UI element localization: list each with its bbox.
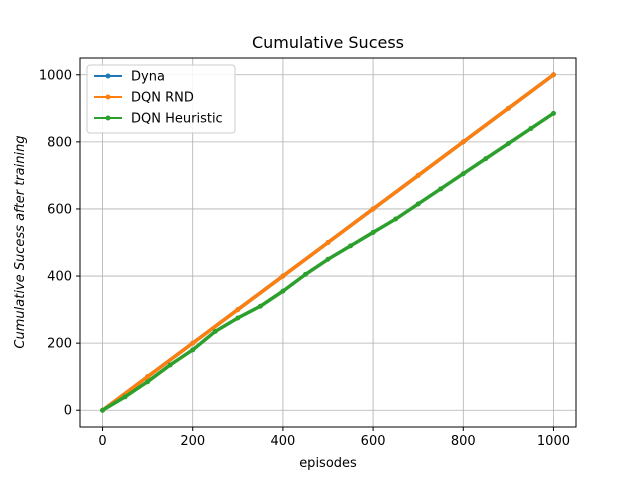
legend-item: Dyna <box>94 70 165 85</box>
data-point <box>550 110 556 116</box>
y-tick-label: 800 <box>47 135 72 150</box>
y-axis-ticks: 0 200 400 600 800 1000 <box>39 68 80 419</box>
data-point <box>145 379 151 385</box>
legend-item: DQN Heuristic <box>94 112 223 127</box>
y-tick-label: 400 <box>47 270 72 285</box>
legend-label: DQN RND <box>131 91 194 106</box>
y-axis-label: Cumulative Sucess after training <box>13 135 28 348</box>
data-point <box>280 288 286 294</box>
legend-label: Dyna <box>131 70 165 85</box>
chart-title: Cumulative Sucess <box>252 33 404 52</box>
y-tick-label: 1000 <box>39 68 72 83</box>
data-point <box>460 171 466 177</box>
legend-box <box>86 64 236 134</box>
legend: Dyna DQN RND DQN Heuristic <box>86 64 236 134</box>
data-point <box>460 139 466 145</box>
data-point <box>100 407 106 413</box>
x-tick-label: 200 <box>180 434 205 449</box>
legend-marker <box>105 94 111 100</box>
data-point <box>370 206 376 212</box>
x-axis-ticks: 0 200 400 600 800 1000 <box>98 427 570 449</box>
series-dqn-heuristic <box>100 110 556 413</box>
data-point <box>505 105 511 111</box>
legend-label: DQN Heuristic <box>131 112 223 127</box>
x-tick-label: 600 <box>361 434 386 449</box>
data-point <box>415 172 421 178</box>
data-point <box>302 271 308 277</box>
x-axis-label: episodes <box>299 456 357 471</box>
data-point <box>167 362 173 368</box>
data-point <box>393 216 399 222</box>
data-point <box>325 240 331 245</box>
x-tick-label: 800 <box>451 434 476 449</box>
legend-marker <box>105 73 111 79</box>
data-point <box>505 141 511 147</box>
data-point <box>370 229 376 235</box>
data-point <box>438 186 444 192</box>
data-point <box>122 394 128 400</box>
data-point <box>325 256 331 262</box>
y-tick-label: 0 <box>64 404 72 419</box>
y-tick-label: 600 <box>47 202 72 217</box>
plot-area-frame <box>79 57 577 428</box>
data-point <box>235 315 241 321</box>
data-point <box>348 243 354 249</box>
data-point <box>550 72 556 78</box>
x-tick-label: 1000 <box>537 434 570 449</box>
legend-item: DQN RND <box>94 91 194 106</box>
x-tick-label: 0 <box>98 434 106 449</box>
data-point <box>212 328 218 334</box>
series-dqn-rnd <box>100 72 556 413</box>
legend-marker <box>105 115 111 121</box>
data-point <box>235 307 241 313</box>
series-lines <box>100 72 556 413</box>
data-point <box>257 303 263 309</box>
y-tick-label: 200 <box>47 337 72 352</box>
data-point <box>190 340 196 346</box>
x-tick-label: 400 <box>270 434 295 449</box>
data-point <box>190 347 196 353</box>
data-point <box>145 374 151 380</box>
data-point <box>280 273 286 279</box>
grid-lines <box>80 58 576 427</box>
data-point <box>528 125 534 131</box>
data-point <box>415 201 421 207</box>
data-point <box>483 156 489 162</box>
